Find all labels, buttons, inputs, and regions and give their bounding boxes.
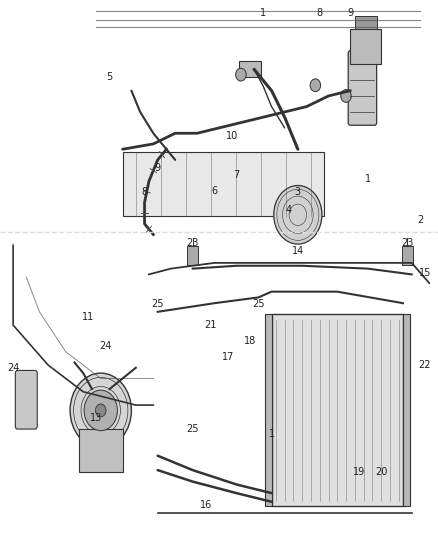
Text: 6: 6	[212, 186, 218, 196]
Text: 16: 16	[200, 500, 212, 510]
Bar	[79, 429, 123, 472]
Text: 2: 2	[417, 215, 424, 224]
Bar	[187, 246, 198, 265]
Text: 1: 1	[260, 9, 266, 18]
Circle shape	[274, 185, 322, 244]
Bar	[402, 246, 413, 265]
Text: 1: 1	[365, 174, 371, 183]
Bar	[350, 29, 381, 64]
Text: 8: 8	[141, 187, 148, 197]
Text: 8: 8	[317, 9, 323, 18]
Text: 21: 21	[204, 320, 216, 330]
Bar	[403, 314, 410, 506]
Circle shape	[310, 79, 321, 92]
Text: 25: 25	[187, 424, 199, 434]
Bar	[265, 314, 272, 506]
Text: 18: 18	[244, 336, 256, 346]
FancyBboxPatch shape	[15, 370, 37, 429]
Text: 10: 10	[226, 131, 238, 141]
Text: 25: 25	[152, 299, 164, 309]
Text: 7: 7	[233, 170, 240, 180]
Text: 15: 15	[419, 268, 431, 278]
Text: 9: 9	[347, 9, 353, 18]
Text: 13: 13	[90, 414, 102, 423]
Circle shape	[95, 404, 106, 417]
Circle shape	[84, 390, 117, 431]
Text: 3: 3	[295, 187, 301, 197]
Bar	[355, 16, 377, 29]
Text: 23: 23	[187, 238, 199, 247]
Circle shape	[341, 90, 351, 102]
Text: 19: 19	[353, 467, 365, 477]
Text: 17: 17	[222, 352, 234, 362]
Text: 5: 5	[106, 72, 113, 82]
Text: 14: 14	[292, 246, 304, 255]
Bar	[239, 61, 261, 77]
Bar	[272, 314, 403, 506]
Text: 20: 20	[375, 467, 387, 477]
Text: 25: 25	[252, 299, 265, 309]
Text: 1: 1	[268, 430, 275, 439]
Text: 24: 24	[99, 342, 111, 351]
Text: 9: 9	[155, 163, 161, 173]
Circle shape	[70, 373, 131, 448]
Text: 22: 22	[419, 360, 431, 370]
FancyBboxPatch shape	[348, 51, 377, 125]
Text: 4: 4	[286, 205, 292, 215]
Text: 24: 24	[7, 363, 19, 373]
Text: 11: 11	[81, 312, 94, 322]
Bar	[123, 152, 324, 216]
Text: 23: 23	[401, 238, 413, 247]
Circle shape	[236, 68, 246, 81]
